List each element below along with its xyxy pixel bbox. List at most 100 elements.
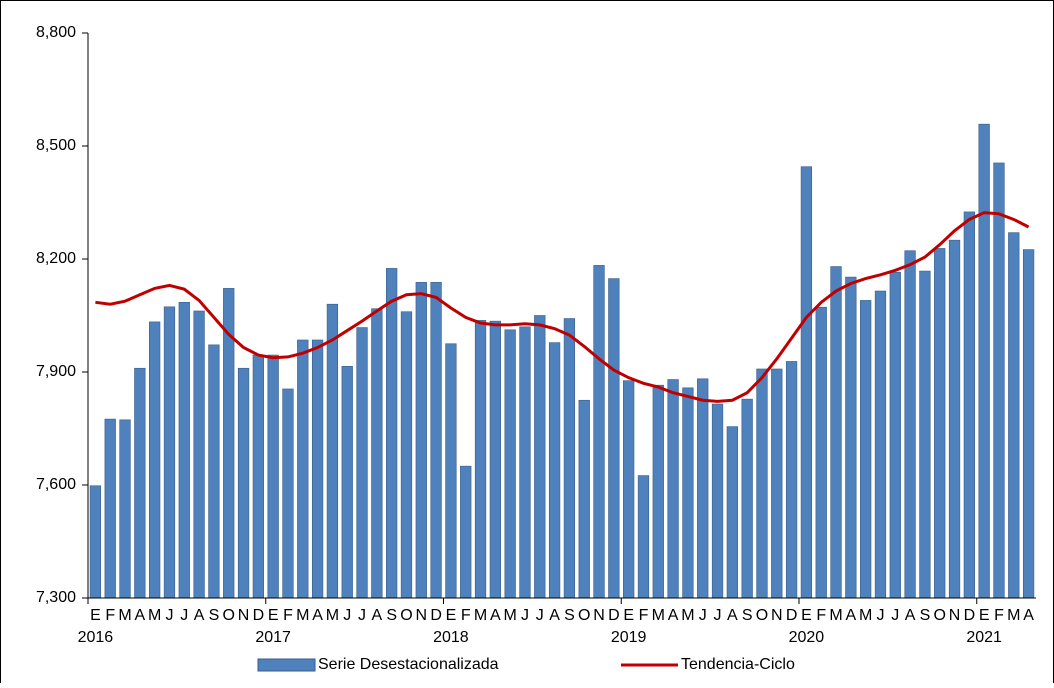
x-tick-label: J [358,607,366,624]
bar [756,368,768,599]
bar [489,320,501,599]
year-label: 2020 [789,629,825,646]
x-tick-label: S [386,607,397,624]
year-label: 2018 [433,629,469,646]
x-tick-label: D [786,607,798,624]
year-label: 2017 [255,629,291,646]
bar [741,398,753,599]
x-tick-label: F [461,607,471,624]
x-tick-label: O [933,607,945,624]
bar [193,310,205,599]
x-tick-label: A [135,607,146,624]
x-tick-label: A [668,607,679,624]
x-tick-label: J [891,607,899,624]
x-tick-label: J [180,607,188,624]
x-tick-label: M [652,607,665,624]
x-tick-label: D [430,607,442,624]
x-tick-label: M [296,607,309,624]
bar [371,308,383,599]
x-tick-label: E [979,607,990,624]
bar [623,380,635,599]
x-tick-label: D [608,607,620,624]
y-tick-label: 8,800 [36,24,76,41]
x-tick-label: M [503,607,516,624]
x-tick-label: O [578,607,590,624]
x-tick-label: N [593,607,605,624]
bar [178,302,190,599]
x-tick-label: M [859,607,872,624]
bar [460,465,472,599]
x-tick-label: A [372,607,383,624]
x-tick-label: E [90,607,101,624]
year-label: 2019 [611,629,647,646]
bar [534,315,546,599]
year-label: 2016 [78,629,114,646]
bar [400,311,413,599]
x-tick-label: S [209,607,220,624]
bar [608,278,620,599]
bar [548,342,561,599]
bar [1022,249,1035,599]
x-tick-label: N [238,607,250,624]
bar [697,378,709,599]
bar [830,266,842,599]
x-tick-label: F [994,607,1004,624]
x-tick-label: M [474,607,487,624]
bar [593,265,605,599]
bar [993,162,1005,599]
x-tick-label: J [699,607,707,624]
x-tick-label: J [714,607,722,624]
x-tick-label: E [446,607,457,624]
bar [415,282,427,599]
bar [386,268,398,599]
x-tick-label: E [268,607,279,624]
x-tick-label: F [816,607,826,624]
bar [282,388,294,599]
x-tick-label: F [283,607,293,624]
bar [800,166,813,599]
y-tick-label: 8,500 [36,137,76,154]
x-tick-label: O [222,607,234,624]
legend-label: Tendencia-Ciclo [681,656,795,673]
y-tick-label: 8,200 [36,250,76,267]
x-tick-label: E [623,607,634,624]
x-tick-label: J [876,607,884,624]
bar [474,320,487,599]
x-tick-label: O [400,607,412,624]
bar [771,368,783,599]
bar [919,270,931,599]
bar [904,250,916,599]
x-tick-label: S [742,607,753,624]
bar [445,343,457,599]
bar [326,303,339,599]
bar [134,367,146,599]
x-tick-label: D [964,607,976,624]
x-tick-label: J [536,607,544,624]
bar [563,318,576,599]
x-tick-label: A [846,607,857,624]
x-tick-label: N [949,607,961,624]
legend-swatch [257,658,316,672]
bar [356,327,368,599]
bar [845,276,857,599]
x-tick-label: M [118,607,131,624]
bar [682,387,694,599]
bar [297,339,309,599]
bar [860,300,872,599]
trend-line [95,211,1030,403]
bar [104,418,116,599]
bar [667,379,679,599]
bar [89,485,102,599]
bar [637,475,650,599]
x-tick-label: S [564,607,575,624]
bar [163,306,176,599]
year-label: 2021 [966,629,1002,646]
bar [311,339,324,599]
bar [252,354,264,599]
x-tick-label: M [1007,607,1020,624]
bar [948,239,961,599]
bar [785,361,798,599]
x-tick-label: J [343,607,351,624]
y-tick-label: 7,600 [36,476,76,493]
